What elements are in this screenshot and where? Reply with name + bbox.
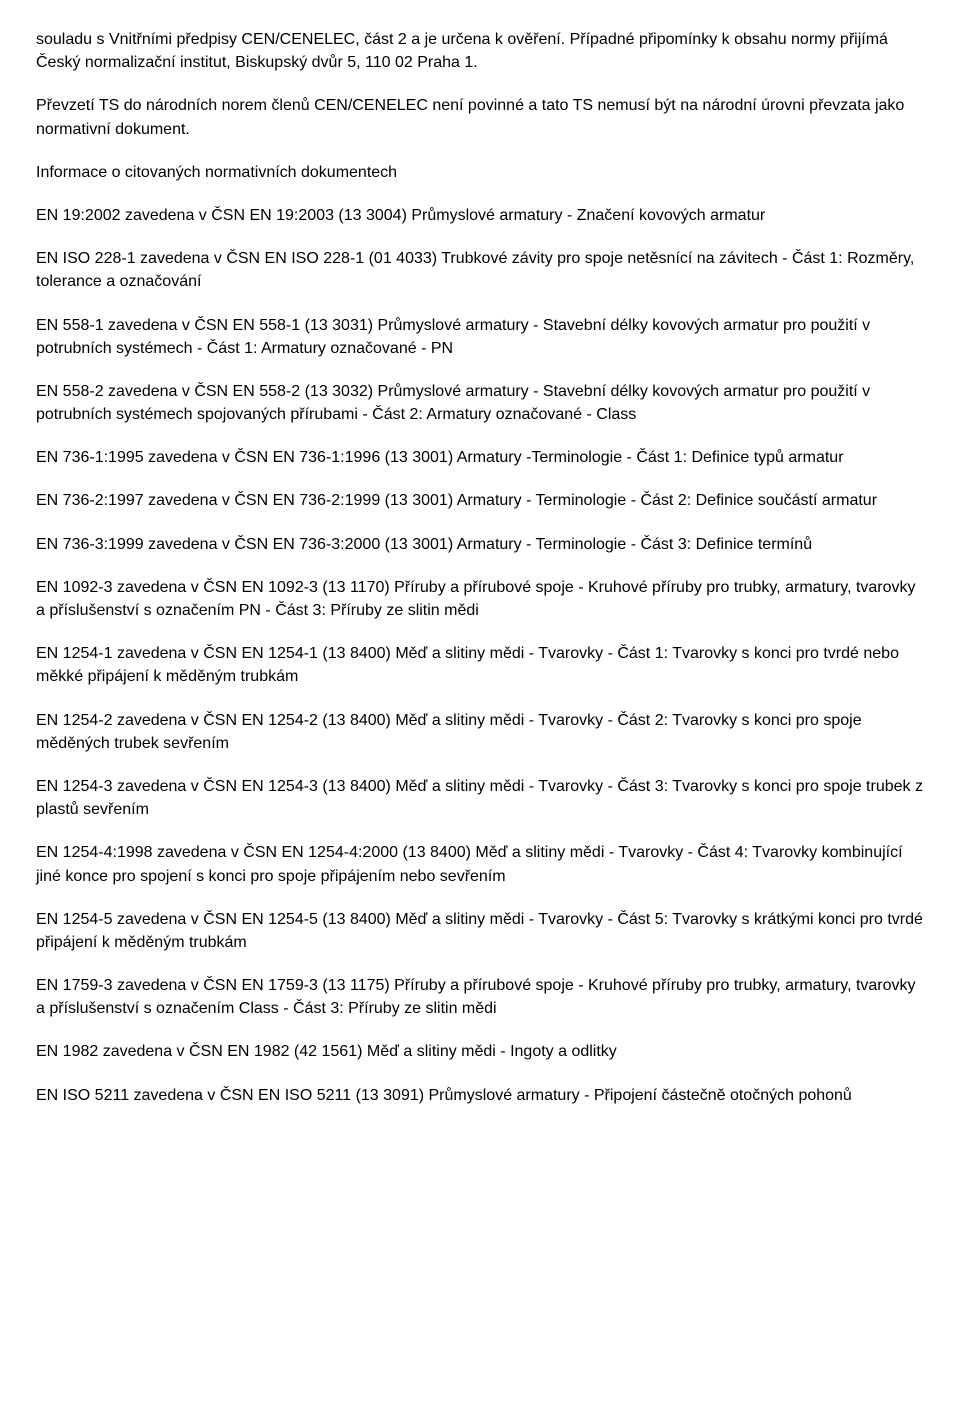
paragraph: EN 558-1 zavedena v ČSN EN 558-1 (13 303… — [36, 314, 924, 360]
paragraph: EN 1254-5 zavedena v ČSN EN 1254-5 (13 8… — [36, 908, 924, 954]
paragraph: souladu s Vnitřními předpisy CEN/CENELEC… — [36, 28, 924, 74]
paragraph: EN 1254-4:1998 zavedena v ČSN EN 1254-4:… — [36, 841, 924, 887]
paragraph: Převzetí TS do národních norem členů CEN… — [36, 94, 924, 140]
paragraph: EN 736-2:1997 zavedena v ČSN EN 736-2:19… — [36, 489, 924, 512]
paragraph: EN 1254-1 zavedena v ČSN EN 1254-1 (13 8… — [36, 642, 924, 688]
paragraph: EN 558-2 zavedena v ČSN EN 558-2 (13 303… — [36, 380, 924, 426]
paragraph: EN ISO 228-1 zavedena v ČSN EN ISO 228-1… — [36, 247, 924, 293]
paragraph: EN 1254-3 zavedena v ČSN EN 1254-3 (13 8… — [36, 775, 924, 821]
paragraph: EN ISO 5211 zavedena v ČSN EN ISO 5211 (… — [36, 1084, 924, 1107]
paragraph: EN 1982 zavedena v ČSN EN 1982 (42 1561)… — [36, 1040, 924, 1063]
paragraph: EN 1254-2 zavedena v ČSN EN 1254-2 (13 8… — [36, 709, 924, 755]
paragraph: EN 736-3:1999 zavedena v ČSN EN 736-3:20… — [36, 533, 924, 556]
paragraph: EN 736-1:1995 zavedena v ČSN EN 736-1:19… — [36, 446, 924, 469]
paragraph: Informace o citovaných normativních doku… — [36, 161, 924, 184]
paragraph: EN 19:2002 zavedena v ČSN EN 19:2003 (13… — [36, 204, 924, 227]
paragraph: EN 1759-3 zavedena v ČSN EN 1759-3 (13 1… — [36, 974, 924, 1020]
paragraph: EN 1092-3 zavedena v ČSN EN 1092-3 (13 1… — [36, 576, 924, 622]
document-body: souladu s Vnitřními předpisy CEN/CENELEC… — [36, 28, 924, 1107]
